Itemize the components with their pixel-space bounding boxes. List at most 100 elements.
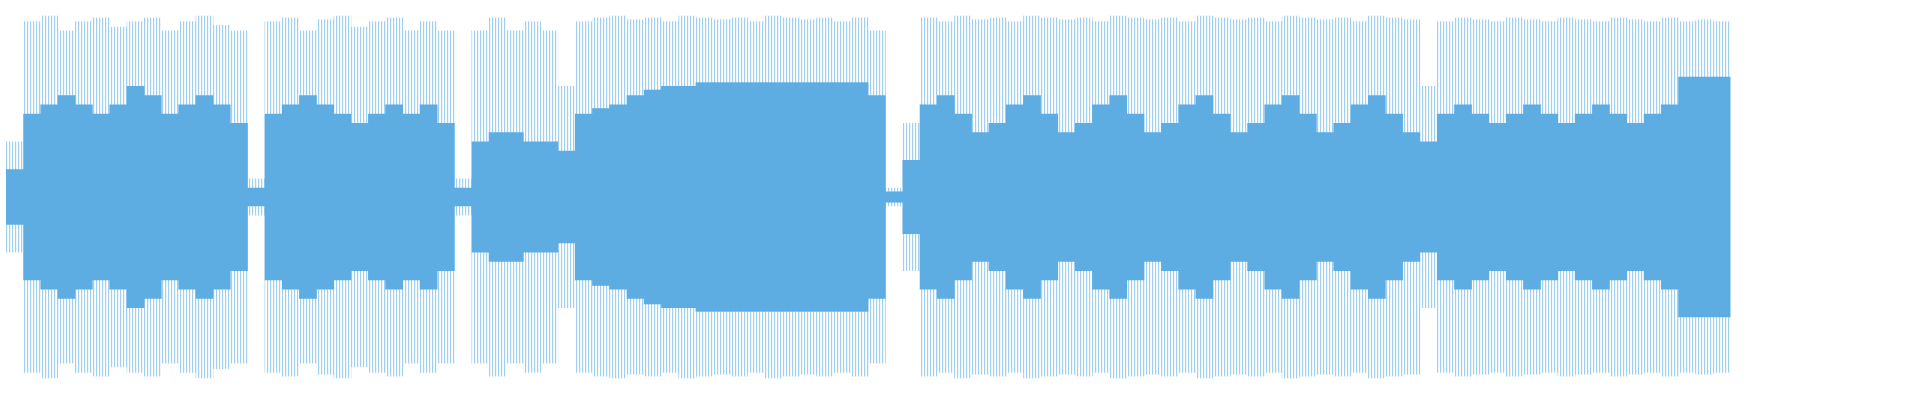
rms-column (626, 95, 645, 299)
rms-column (109, 104, 128, 290)
rms-column (1574, 113, 1593, 281)
rms-column (402, 113, 421, 281)
rms-column (1005, 104, 1024, 290)
rms-column (1212, 113, 1231, 281)
rms-column (1436, 113, 1455, 281)
rms-column (1350, 104, 1369, 290)
rms-column (437, 123, 455, 271)
rms-column (936, 95, 955, 299)
rms-column (1385, 113, 1403, 281)
rms-column (1161, 123, 1179, 271)
rms-column (333, 113, 352, 281)
rms-column (161, 113, 179, 281)
rms-column (74, 104, 93, 290)
rms-column (299, 95, 317, 299)
rms-column (1471, 113, 1490, 281)
rms-column (678, 86, 697, 308)
rms-column (661, 86, 679, 308)
rms-column (954, 113, 972, 281)
rms-column (316, 104, 335, 290)
rms-column (178, 104, 197, 290)
rms-column (747, 82, 766, 312)
rms-column (281, 104, 300, 290)
rms-column (816, 82, 835, 312)
rms-column (1126, 113, 1145, 281)
rms-column (471, 141, 490, 253)
rms-column (574, 113, 593, 281)
rms-column (419, 104, 438, 290)
rms-column (1092, 104, 1110, 290)
rms-column (1661, 104, 1679, 290)
rms-column (1247, 123, 1266, 271)
rms-column (454, 187, 472, 207)
rms-column (264, 113, 283, 281)
rms-column (1316, 132, 1334, 262)
rms-column (247, 187, 266, 207)
rms-column (1040, 113, 1059, 281)
rms-column (1367, 95, 1386, 299)
rms-column (1195, 95, 1214, 299)
rms-column (712, 82, 731, 312)
rms-column (1454, 104, 1472, 290)
rms-column (368, 113, 386, 281)
rms-column (1023, 95, 1041, 299)
rms-column (1299, 113, 1317, 281)
rms-column (971, 132, 990, 262)
rms-column (1643, 113, 1662, 281)
rms-column (23, 113, 41, 281)
rms-column (523, 141, 541, 253)
rms-column (92, 113, 110, 281)
rms-column (1074, 123, 1093, 271)
rms-column (1557, 123, 1576, 271)
rms-column (1143, 132, 1162, 262)
rms-column (1678, 76, 1697, 318)
rms-column (1505, 113, 1524, 281)
rms-column (919, 104, 938, 290)
rms-column (764, 82, 783, 312)
rms-column (57, 95, 76, 299)
rms-column (902, 160, 921, 234)
rms-column (1057, 132, 1076, 262)
rms-column (1264, 104, 1283, 290)
rms-column (592, 108, 610, 286)
rms-column (385, 104, 404, 290)
rms-column (695, 82, 714, 312)
rms-column (1488, 123, 1507, 271)
rms-column (1540, 113, 1559, 281)
rms-column (885, 191, 903, 203)
rms-column (833, 82, 852, 312)
rms-column (1281, 95, 1300, 299)
rms-column (540, 141, 559, 253)
rms-column (126, 86, 145, 308)
rms-column (1592, 104, 1610, 290)
rms-column (505, 132, 524, 262)
rms-column (730, 82, 748, 312)
rms-column (1178, 104, 1197, 290)
rms-column (1230, 132, 1248, 262)
rms-column (799, 82, 817, 312)
rms-column (781, 82, 800, 312)
rms-column (1419, 141, 1438, 253)
rms-column (1626, 123, 1645, 271)
rms-column (1695, 76, 1714, 318)
rms-column (1712, 76, 1731, 318)
rms-column (488, 132, 507, 262)
rms-column (557, 150, 576, 244)
rms-column (40, 104, 59, 290)
rms-column (1333, 123, 1352, 271)
rms-column (1523, 104, 1541, 290)
rms-column (143, 95, 162, 299)
rms-column (6, 169, 24, 225)
rms-column (230, 123, 248, 271)
rms-column (868, 95, 886, 299)
rms-column (212, 104, 231, 290)
rms-column (609, 104, 628, 290)
rms-column (350, 123, 369, 271)
rms-column (850, 82, 869, 312)
rms-column (1609, 113, 1628, 281)
rms-column (1109, 95, 1128, 299)
rms-column (988, 123, 1007, 271)
rms-column (643, 89, 662, 305)
